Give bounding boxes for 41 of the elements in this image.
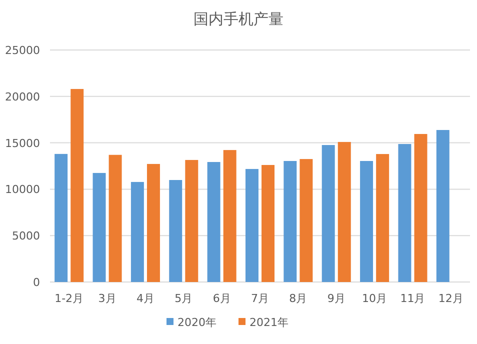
bar — [245, 168, 258, 282]
x-tick-label: 7月 — [251, 292, 269, 305]
x-tick-label: 6月 — [212, 292, 231, 305]
x-tick-label: 1-2月 — [54, 292, 84, 305]
x-tick-label: 9月 — [327, 292, 346, 305]
bar — [300, 159, 313, 282]
y-tick-label: 0 — [33, 276, 40, 289]
bar — [284, 160, 297, 282]
bar — [360, 160, 374, 282]
bar — [108, 154, 122, 282]
y-tick-label: 25000 — [5, 44, 40, 57]
x-tick-label: 10月 — [362, 292, 388, 305]
bar — [54, 154, 68, 282]
legend-label: 2020年 — [178, 316, 216, 329]
bar — [146, 164, 160, 282]
bar — [92, 172, 106, 282]
bar — [398, 144, 412, 282]
x-tick-label: 3月 — [98, 292, 116, 305]
bar — [338, 142, 351, 282]
y-tick-label: 10000 — [5, 183, 40, 196]
y-tick-label: 5000 — [12, 230, 40, 243]
legend-label: 2021年 — [250, 316, 288, 329]
bar — [169, 180, 182, 282]
bar — [262, 164, 275, 282]
bar — [376, 154, 390, 282]
bar — [223, 150, 236, 282]
bar — [414, 134, 428, 282]
x-tick-label: 5月 — [174, 292, 193, 305]
x-tick-label: 8月 — [289, 292, 308, 305]
bar — [130, 182, 144, 282]
bar — [185, 160, 198, 282]
bar — [436, 130, 450, 282]
bar — [70, 88, 84, 282]
chart-title: 国内手机产量 — [194, 10, 284, 28]
x-tick-label: 11月 — [400, 292, 426, 305]
bar — [207, 162, 220, 282]
y-tick-label: 15000 — [5, 136, 40, 150]
y-tick-label: 20000 — [5, 90, 40, 104]
x-tick-label: 4月 — [136, 292, 154, 305]
bar — [322, 145, 335, 282]
x-tick-label: 12月 — [438, 292, 464, 305]
